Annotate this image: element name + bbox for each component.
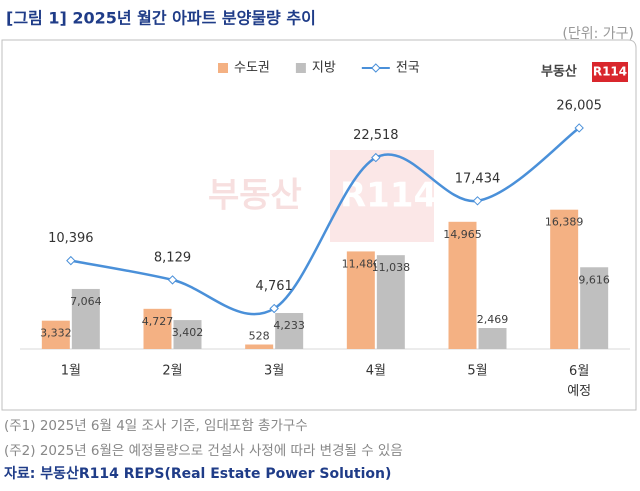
data-label: 4,761 [256,279,293,294]
data-label: 8,129 [154,250,191,265]
data-label: 26,005 [556,98,602,113]
line-marker [269,303,279,314]
data-label: 16,389 [545,216,584,229]
legend-label: 지방 [312,61,336,76]
data-label: 4,727 [142,315,174,328]
x-tick-label: 3월 [264,364,284,379]
watermark-mark: R114 [340,176,437,216]
x-tick-label: 5월 [467,364,487,379]
chart-frame [1,39,637,411]
data-label: 14,965 [443,228,482,241]
source: 자료: 부동산R114 REPS(Real Estate Power Solut… [4,465,391,482]
x-tick-label: 2월 [162,364,182,379]
watermark: 부동산 R114 [208,150,437,242]
note: (주2) 2025년 6월은 예정물량으로 건설사 사정에 따라 변경될 수 있… [4,443,403,459]
legend-swatch [218,63,228,73]
data-label: 10,396 [48,231,94,246]
logo-mark: R114 [593,65,627,79]
note: (주1) 2025년 6월 4일 조사 기준, 임대포함 총가구수 [4,418,308,434]
data-label: 2,469 [477,313,509,326]
bar [71,288,100,349]
bar [376,255,405,349]
data-label: 7,064 [70,295,102,308]
watermark-text: 부동산 [208,176,302,216]
legend-swatch [295,63,306,73]
line-marker [371,152,381,163]
x-tick-label: 1월 [61,364,81,379]
bar [245,344,274,349]
logo-box [592,62,628,82]
data-label: 17,434 [455,171,501,186]
line-marker [167,275,178,285]
bar [41,320,70,349]
bar [550,209,579,349]
legend-label: 전국 [396,61,420,76]
data-label: 528 [249,330,270,343]
line-marker [472,196,483,206]
data-label: 11,038 [372,261,411,274]
bar [478,328,507,349]
bar [173,320,202,349]
logo-text: 부동산 [541,64,577,80]
x-tick-label: 4월 [366,364,386,379]
line-marker [66,255,76,266]
chart-title: [그림 1] 2025년 월간 아파트 분양물량 추이 [6,9,316,28]
data-label: 9,616 [578,273,610,286]
unit-label: (단위: 가구) [562,26,634,42]
line-marker [574,123,584,133]
data-label: 11,480 [342,257,381,270]
data-label: 4,233 [273,319,305,332]
legend-swatch [371,63,381,73]
x-tick-label: 6월 예정 [567,364,591,399]
data-label: 3,402 [172,326,204,339]
bar [448,221,477,349]
bar [580,267,609,349]
legend-label: 수도권 [234,61,270,76]
bar [143,308,172,349]
bar [275,313,304,349]
logo: 부동산 R114 [541,62,628,82]
data-label: 3,332 [40,327,72,340]
data-label: 22,518 [353,128,399,143]
bar [346,251,375,349]
